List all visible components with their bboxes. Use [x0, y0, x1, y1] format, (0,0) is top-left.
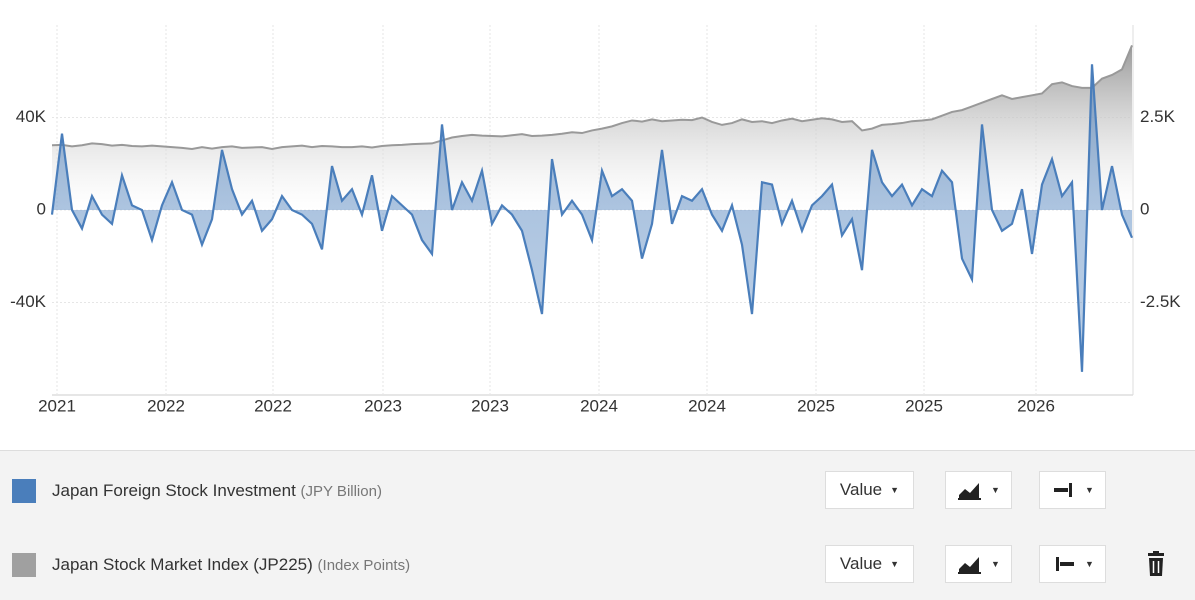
y2-tick-label: 2.5K [1140, 107, 1176, 126]
legend-row: Japan Foreign Stock Investment (JPY Bill… [0, 471, 1195, 511]
caret: ▼ [890, 485, 900, 495]
caret: ▼ [991, 559, 1000, 569]
series-unit: (JPY Billion) [300, 483, 382, 500]
y2-tick-label: 0 [1140, 199, 1149, 218]
delete-button[interactable] [1144, 551, 1168, 582]
y-tick-label: -40K [10, 292, 47, 311]
legend-name: Japan Stock Market Index (JP225) (Index … [52, 555, 410, 575]
x-tick-label: 2022 [147, 396, 185, 415]
legend-panel: Japan Foreign Stock Investment (JPY Bill… [0, 450, 1195, 600]
x-tick-label: 2024 [688, 396, 726, 415]
x-tick-label: 2026 [1017, 396, 1055, 415]
series-name: Japan Stock Market Index (JP225) [52, 555, 313, 574]
caret: ▼ [991, 485, 1000, 495]
y-tick-label: 40K [16, 107, 47, 126]
dropdown-label: Value [839, 480, 883, 499]
axis-dropdown[interactable]: ▼ [1039, 471, 1106, 509]
legend-swatch [12, 553, 36, 577]
y-tick-label: 0 [37, 199, 46, 218]
legend-swatch [12, 479, 36, 503]
value-dropdown[interactable]: Value ▼ [825, 471, 914, 509]
caret: ▼ [1085, 485, 1094, 495]
area [52, 64, 1132, 372]
y2-tick-label: -2.5K [1140, 292, 1181, 311]
legend-name: Japan Foreign Stock Investment (JPY Bill… [52, 481, 382, 501]
legend-row: Japan Stock Market Index (JP225) (Index … [0, 545, 1195, 585]
caret: ▼ [1085, 559, 1094, 569]
chart-type-dropdown[interactable]: ▼ [945, 471, 1012, 509]
x-tick-label: 2025 [797, 396, 835, 415]
line [50, 64, 1134, 372]
x-tick-label: 2025 [905, 396, 943, 415]
value-dropdown[interactable]: Value ▼ [825, 545, 914, 583]
series-name: Japan Foreign Stock Investment [52, 481, 296, 500]
chart: 2021 2022 2022 2023 2023 2024 2024 2025 2025 2026… [10, 25, 1181, 415]
x-tick-label: 2023 [364, 396, 402, 415]
series-unit: (Index Points) [317, 557, 411, 574]
dropdown-label: Value [839, 554, 883, 573]
x-tick-label: 2023 [471, 396, 509, 415]
area [52, 45, 1132, 210]
caret: ▼ [890, 559, 900, 569]
x-tick-label: 2022 [254, 396, 292, 415]
x-tick-label: 2024 [580, 396, 618, 415]
axis-dropdown[interactable]: ▼ [1039, 545, 1106, 583]
chart-type-dropdown[interactable]: ▼ [945, 545, 1012, 583]
line [51, 44, 1133, 150]
x-tick-label: 2021 [38, 396, 76, 415]
